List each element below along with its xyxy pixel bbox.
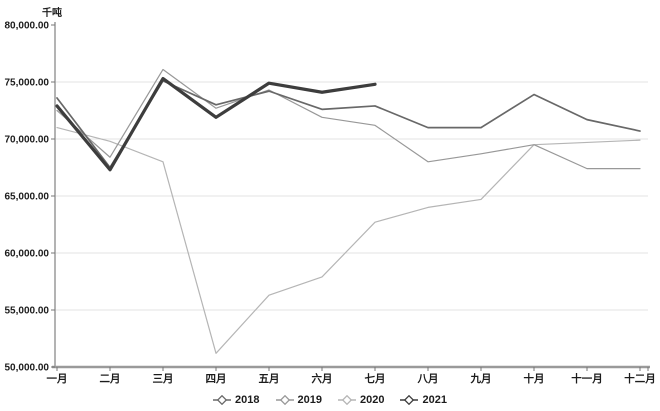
legend-label: 2019	[297, 394, 322, 406]
legend-label: 2021	[422, 394, 447, 406]
legend-item-2021: 2021	[400, 394, 447, 406]
diamond-marker-icon	[213, 395, 232, 405]
y-tick-label: 60,000.00	[5, 249, 50, 260]
y-tick-label: 50,000.00	[5, 363, 50, 374]
series-line-2021	[55, 76, 377, 172]
x-tick-label: 六月	[312, 372, 333, 385]
legend-item-2020: 2020	[338, 394, 384, 406]
x-tick-label: 二月	[100, 373, 121, 385]
plot-area: 80,000.00 75,000.00 70,000.00 65,000.00 60,0…	[5, 21, 656, 386]
diamond-marker-icon	[275, 395, 294, 405]
diamond-marker-icon	[400, 395, 419, 405]
x-tick-label: 十月	[524, 372, 545, 385]
x-tick-label: 九月	[470, 372, 492, 385]
y-tick-label: 65,000.00	[5, 192, 50, 203]
y-tick-label: 75,000.00	[5, 78, 50, 89]
x-tick-label: 七月	[365, 372, 386, 385]
legend-label: 2018	[235, 394, 260, 406]
x-tick-label: 三月	[153, 373, 174, 385]
y-tick-label: 80,000.00	[5, 21, 50, 32]
x-tick-label: 一月	[47, 373, 68, 385]
legend-item-2019: 2019	[275, 394, 322, 406]
series-line-2019	[56, 68, 641, 170]
x-tick-label: 十二月	[624, 372, 656, 385]
diamond-marker-icon	[338, 395, 356, 405]
x-tick-label: 五月	[259, 373, 280, 385]
legend-label: 2020	[360, 394, 385, 406]
legend-item-2018: 2018	[213, 394, 260, 406]
x-tick-label: 八月	[417, 373, 439, 385]
y-axis-unit-label: 千吨	[42, 8, 62, 19]
series-line-2020	[56, 126, 641, 354]
y-tick-label: 55,000.00	[5, 306, 50, 317]
y-tick-label: 70,000.00	[5, 135, 50, 146]
x-tick-label: 十一月	[571, 372, 603, 385]
x-tick-label: 四月	[206, 373, 227, 385]
chart-legend: 2018 2019 2020 2021	[0, 394, 660, 406]
